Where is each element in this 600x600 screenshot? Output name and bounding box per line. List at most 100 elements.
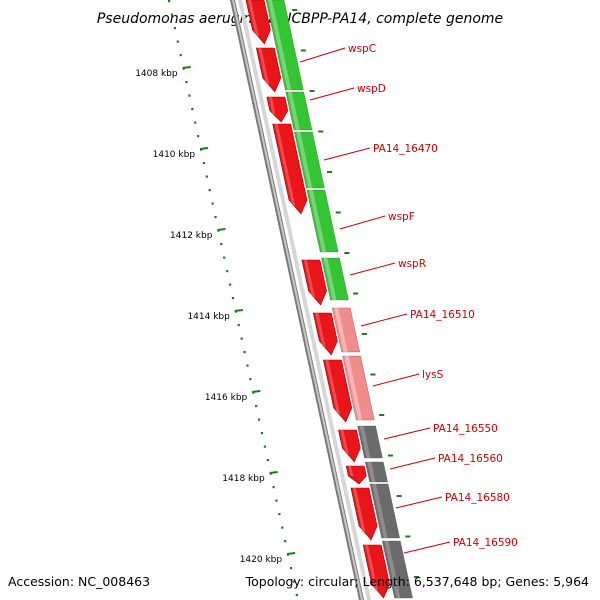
scale-tick: [269, 471, 278, 474]
gene-highlight: [325, 360, 341, 414]
scale-dot: [292, 580, 296, 583]
scale-dot: [188, 94, 191, 97]
gene-highlight: [352, 488, 366, 532]
genome-backbone: [230, 0, 371, 600]
gene-highlight: [384, 541, 401, 598]
scale-dot: [220, 243, 223, 246]
gene-highlight: [367, 462, 376, 482]
gene-label-leader: [309, 87, 355, 101]
scale-dot: [237, 324, 240, 327]
scale-tick: [199, 147, 209, 150]
scale-dot: [260, 432, 264, 435]
scale-dot: [185, 81, 188, 84]
gene-track: [265, 0, 413, 599]
gene-label-lyss[interactable]: lysS: [422, 369, 444, 381]
scale-label: 1418 kbp: [222, 474, 265, 484]
scale-dot: [202, 162, 206, 165]
scale-label: 1414 kbp: [187, 312, 230, 322]
scale-tick: [252, 390, 261, 393]
gene-label-leader: [383, 427, 431, 440]
gene-labels: wspC wspD PA14_16470 wspF wspR PA14_16510 lysS…: [299, 43, 518, 554]
scale-dot: [208, 189, 211, 192]
gene-label-pa14-16550[interactable]: PA14_16550: [433, 423, 498, 435]
scale-dot: [191, 108, 194, 111]
gene-label-leader: [349, 262, 396, 276]
scale-dot: [272, 486, 275, 489]
gene-label-leader: [323, 147, 371, 161]
gene-label-pa14-16590[interactable]: PA14_16590: [453, 537, 518, 549]
scale-dot: [228, 283, 232, 286]
gene-highlight: [274, 124, 296, 206]
scale-dot: [223, 256, 226, 259]
gene-label-wspd[interactable]: wspD: [357, 83, 386, 95]
gene-highlight: [359, 426, 371, 458]
scale-dots: [168, 0, 298, 597]
gene-highlight: [268, 0, 292, 90]
gene-highlight: [340, 430, 349, 454]
scale-dot: [205, 175, 208, 178]
forward-strand-genes: [245, 0, 390, 599]
gene-highlight: [365, 545, 378, 590]
scale-label: 1410 kbp: [153, 150, 196, 160]
gene-label-pa14-16510[interactable]: PA14_16510: [410, 309, 475, 321]
scale-dot: [179, 54, 182, 57]
scale-dot: [255, 405, 258, 408]
gene-highlight: [248, 0, 259, 36]
gene-highlight: [258, 48, 270, 84]
scale-dot: [240, 337, 243, 340]
scale-dot: [243, 351, 246, 354]
scale-dot: [194, 121, 197, 124]
gene-label-wspr[interactable]: wspR: [398, 258, 426, 270]
scale-ruler: 1408 kbp 1410 kbp 1412 kbp 1414 kbp 1416 kbp…: [135, 9, 420, 578]
gene-label-wspc[interactable]: wspC: [348, 43, 376, 55]
gene-highlight: [334, 308, 348, 352]
genome-title: Pseudomonas aeruginosa UCBPP-PA14, compl…: [97, 11, 503, 27]
gene-label-leader: [372, 373, 420, 387]
scale-dot: [170, 13, 174, 16]
gene-label-leader: [403, 541, 451, 554]
scale-label: 1416 kbp: [205, 393, 248, 403]
scale-dot: [214, 216, 217, 219]
backbone-highlight: [232, 0, 363, 600]
gene-highlight: [372, 484, 388, 538]
gene-label-pa14-16580[interactable]: PA14_16580: [445, 492, 510, 504]
scale-tick: [217, 228, 226, 231]
scale-label: 1420 kbp: [240, 555, 283, 565]
scale-dot: [197, 135, 200, 138]
scale-dot: [173, 27, 177, 30]
scale-dot: [231, 297, 235, 300]
scale-tick: [182, 66, 191, 69]
gene-highlight: [344, 356, 363, 420]
gene-highlight: [268, 97, 276, 114]
scale-dot: [168, 0, 171, 3]
scale-dot: [226, 270, 229, 273]
gene-label-wspf[interactable]: wspF: [388, 211, 415, 223]
gene-highlight: [323, 258, 337, 300]
scale-tick: [234, 309, 243, 312]
gene-highlight: [287, 92, 300, 130]
scale-dot: [295, 594, 298, 597]
scale-dot: [246, 364, 249, 367]
scale-dot: [275, 499, 278, 502]
gene-label-leader: [360, 313, 408, 327]
scale-dot: [284, 540, 287, 543]
scale-tick: [286, 552, 296, 555]
accession-text: Accession: NC_008463: [8, 574, 150, 589]
gene-label-pa14-16560[interactable]: PA14_16560: [438, 453, 503, 465]
scale-dot: [176, 40, 179, 43]
gene-label-leader: [395, 496, 443, 509]
scale-dot: [257, 418, 261, 421]
gene-highlight: [296, 132, 313, 188]
gene-label-leader: [389, 457, 436, 470]
gene-highlight: [303, 260, 315, 297]
gene-label-leader: [339, 215, 386, 230]
backbone-inner-line: [238, 0, 371, 600]
scale-dot: [289, 567, 293, 570]
scale-label: 1412 kbp: [170, 231, 213, 241]
gene-label-leader: [299, 47, 346, 63]
scale-label: 1408 kbp: [135, 69, 178, 79]
gene-label-pa14-16470[interactable]: PA14_16470: [373, 143, 438, 155]
gene-highlight: [308, 190, 327, 252]
gene-highlight: [348, 466, 354, 476]
